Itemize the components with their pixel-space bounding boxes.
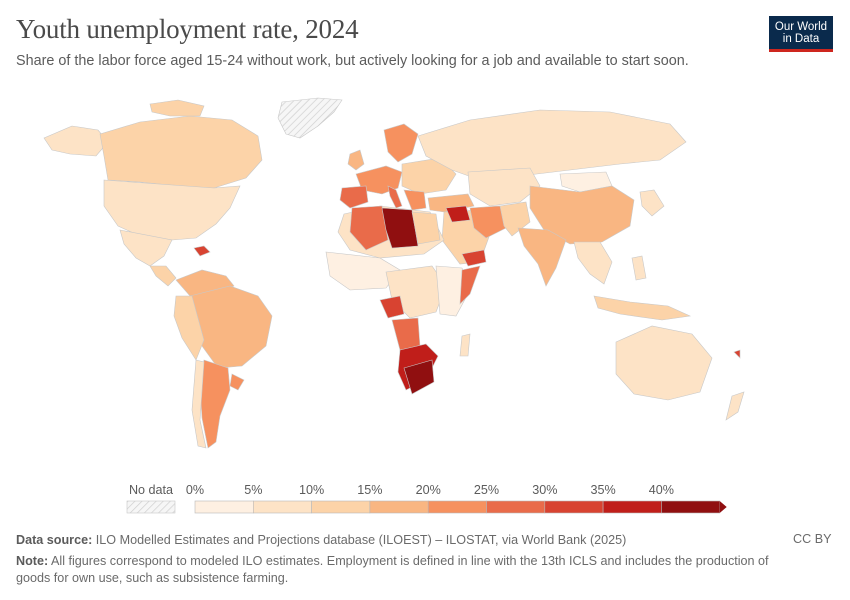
legend-bin-0[interactable] [194,500,254,514]
chart-title: Youth unemployment rate, 2024 [16,14,359,44]
indonesia-region[interactable] [593,295,692,321]
south-africa-region[interactable] [403,359,435,395]
legend-bin-7[interactable] [602,500,662,514]
southeast-asia-region[interactable] [573,241,613,285]
legend-bin-5[interactable] [486,500,546,514]
legend-tick-7: 35% [590,483,615,497]
legend-overflow-arrow [719,501,727,513]
new-zealand-region[interactable] [725,391,745,421]
uk-ireland-region[interactable] [347,149,365,171]
philippines-region[interactable] [631,255,647,281]
logo-line-1: Our World [774,21,828,33]
note: Note: All figures correspond to modeled … [16,553,806,587]
argentina-region[interactable] [199,359,231,449]
license-label[interactable]: CC BY [793,532,832,546]
iraq-syria-region[interactable] [445,205,471,223]
alaska-region[interactable] [43,125,109,157]
legend-tick-1: 5% [244,483,262,497]
greenland-region[interactable] [277,97,343,139]
legend-tick-2: 10% [299,483,324,497]
west-africa-region[interactable] [325,251,401,291]
legend-tick-0: 0% [186,483,204,497]
canadian-arctic-region[interactable] [149,99,205,117]
logo-line-2: in Data [782,33,820,45]
new-caledonia-region[interactable] [733,349,741,359]
no-data-label: No data [129,483,173,497]
libya-region[interactable] [381,207,419,249]
brazil-region[interactable] [189,285,273,369]
australia-region[interactable] [615,325,713,401]
legend-tick-4: 20% [416,483,441,497]
data-source: Data source: ILO Modelled Estimates and … [16,532,626,549]
note-label: Note: [16,554,49,568]
madagascar-region[interactable] [459,333,471,357]
iran-region[interactable] [469,205,507,239]
somalia-region[interactable] [459,265,481,305]
chile-region[interactable] [191,359,207,449]
spain-portugal-region[interactable] [339,185,369,209]
legend-tick-6: 30% [532,483,557,497]
note-text: All figures correspond to modeled ILO es… [16,554,769,585]
russia-region[interactable] [417,109,687,181]
world-map[interactable] [0,90,850,470]
yemen-region[interactable] [461,249,487,267]
legend-tick-3: 15% [357,483,382,497]
india-region[interactable] [517,227,567,287]
legend-tick-5: 25% [474,483,499,497]
angola-region[interactable] [391,317,421,351]
uruguay-region[interactable] [229,373,245,391]
legend-bin-2[interactable] [311,500,371,514]
owid-logo[interactable]: Our World in Data [769,16,833,52]
legend-bin-4[interactable] [427,500,487,514]
legend-bin-3[interactable] [369,500,429,514]
canada-region[interactable] [99,115,263,189]
source-text[interactable]: ILO Modelled Estimates and Projections d… [95,533,627,547]
central-america-region[interactable] [149,265,177,287]
algeria-region[interactable] [349,205,389,251]
chart-subtitle: Share of the labor force aged 15-24 with… [16,53,689,69]
legend-bin-8[interactable] [661,500,721,514]
gabon-congo-region[interactable] [379,295,405,319]
china-region[interactable] [529,185,635,245]
kazakhstan-central-asia-region[interactable] [467,167,541,207]
no-data-swatch [126,500,176,514]
legend-bin-1[interactable] [253,500,312,514]
color-legend: No data 0% 5% 10% 15% 20% 25% 30% 35% 40% [126,483,727,514]
usa-region[interactable] [103,179,241,241]
italy-region[interactable] [387,185,403,209]
korea-japan-region[interactable] [639,189,665,217]
egypt-region[interactable] [411,211,441,245]
balkans-region[interactable] [403,189,427,211]
legend-tick-8: 40% [649,483,674,497]
scandinavia-region[interactable] [383,123,419,163]
source-label: Data source: [16,533,93,547]
legend-bin-6[interactable] [544,500,604,514]
caribbean-region[interactable] [193,245,211,257]
